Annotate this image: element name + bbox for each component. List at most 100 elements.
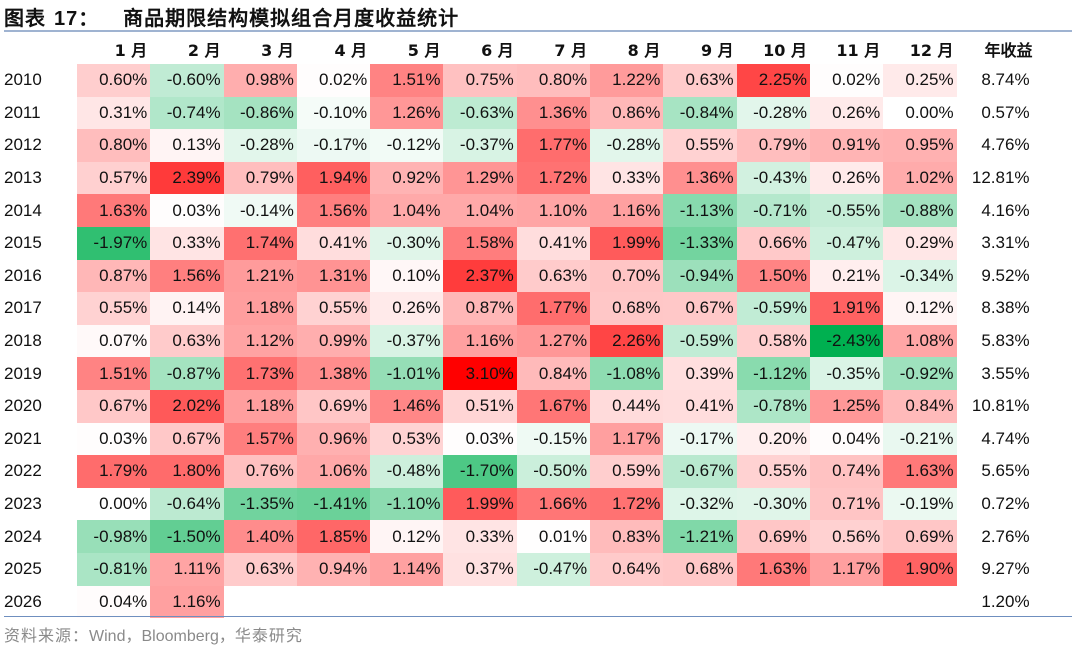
month-return-cell: 1.79% <box>77 455 151 488</box>
month-return-cell: 1.17% <box>809 552 884 586</box>
month-return-cell: 1.17% <box>590 422 664 456</box>
month-return-cell <box>370 586 443 619</box>
month-return-cell: -0.50% <box>516 455 591 488</box>
header-month-9: 9 月 <box>700 41 734 60</box>
month-return-cell: -0.32% <box>663 487 737 521</box>
month-return-cell: 1.57% <box>223 422 297 456</box>
year-label: 2013 <box>4 168 42 188</box>
annual-return-cell: 3.55% <box>981 363 1030 383</box>
month-return-cell: 0.60% <box>77 64 151 97</box>
annual-return-cell: 4.76% <box>981 135 1030 155</box>
month-return-cell: -0.17% <box>296 129 371 162</box>
table-row: 2026 0.04% 1.16% 1.20% <box>0 585 1036 619</box>
month-return-cell: 0.39% <box>663 357 737 390</box>
month-return-cell: 0.83% <box>590 520 664 553</box>
table-row: 2023 0.00% -0.64% -1.35% -1.41% -1.10% 1.99% 1.… <box>0 487 1036 521</box>
month-return-cell: -1.21% <box>663 520 737 553</box>
month-return-cell: -0.71% <box>736 194 810 227</box>
header-row: 1 月 2 月 3 月 4 月 5 月 6 月 7 月 8 月 9 月 10 月 11 月 12 月 年… <box>0 34 1036 64</box>
month-return-cell: 0.14% <box>150 292 224 325</box>
table-row: 2013 0.57% 2.39% 0.79% 1.94% 0.92% 1.29% 1.72% 0… <box>0 161 1036 195</box>
month-return-cell: 0.04% <box>77 585 151 619</box>
year-label: 2020 <box>4 396 42 416</box>
header-corner <box>0 34 77 64</box>
month-return-cell: 0.00% <box>883 96 957 130</box>
month-return-cell: 0.87% <box>443 292 517 325</box>
month-return-cell: -0.47% <box>516 552 591 586</box>
source-label: 资料来源： <box>4 626 90 645</box>
month-return-cell: 0.86% <box>590 96 664 130</box>
annual-return-cell: 0.57% <box>981 102 1030 122</box>
month-return-cell: 1.63% <box>883 455 957 488</box>
month-return-cell: 1.16% <box>443 324 517 358</box>
month-return-cell: -0.15% <box>516 422 591 456</box>
month-return-cell: 0.58% <box>736 324 810 358</box>
month-return-cell: 0.63% <box>663 64 737 97</box>
month-return-cell: -0.59% <box>663 324 737 358</box>
month-return-cell: 0.75% <box>443 64 517 97</box>
table-body: 2010 0.60% -0.60% 0.98% 0.02% 1.51% 0.75% 0.80%… <box>0 64 1036 619</box>
month-return-cell: 0.29% <box>883 226 957 260</box>
annual-return-cell: 3.31% <box>981 233 1030 253</box>
month-return-cell: 0.67% <box>663 292 737 325</box>
month-return-cell: 1.63% <box>77 194 151 227</box>
month-return-cell: 0.70% <box>590 259 664 293</box>
month-return-cell: 1.72% <box>516 161 591 195</box>
header-month-5: 5 月 <box>407 41 441 60</box>
month-return-cell: 0.63% <box>150 324 224 358</box>
month-return-cell: 1.56% <box>296 194 371 227</box>
table-row: 2025 -0.81% 1.11% 0.63% 0.94% 1.14% 0.37% -0.47… <box>0 552 1036 586</box>
month-return-cell: 0.41% <box>663 389 737 423</box>
month-return-cell: 0.21% <box>809 259 884 293</box>
header-month-3: 3 月 <box>261 41 294 60</box>
year-label: 2016 <box>4 265 42 285</box>
month-return-cell: -0.19% <box>883 487 957 521</box>
month-return-cell: -0.17% <box>663 422 737 456</box>
month-return-cell: 0.71% <box>809 487 884 521</box>
month-return-cell: -1.10% <box>370 487 444 521</box>
month-return-cell: 0.94% <box>296 552 371 586</box>
year-label: 2012 <box>4 135 42 155</box>
table-row: 2024 -0.98% -1.50% 1.40% 1.85% 0.12% 0.33% 0.01… <box>0 520 1036 553</box>
month-return-cell: 0.84% <box>883 389 957 423</box>
month-return-cell: 0.20% <box>736 422 810 456</box>
month-return-cell: -0.30% <box>736 487 810 521</box>
header-annual-return: 年收益 <box>984 41 1033 60</box>
month-return-cell: 0.79% <box>223 161 297 195</box>
month-return-cell: 0.44% <box>590 389 664 423</box>
header-month-8: 8 月 <box>627 41 661 60</box>
month-return-cell: 1.27% <box>516 324 591 358</box>
month-return-cell: 1.91% <box>809 292 884 325</box>
month-return-cell: 1.36% <box>663 161 737 195</box>
month-return-cell: 0.74% <box>809 455 884 488</box>
month-return-cell: 1.04% <box>443 194 517 227</box>
month-return-cell <box>810 586 883 619</box>
month-return-cell: 1.04% <box>370 194 444 227</box>
month-return-cell: 0.63% <box>223 552 297 586</box>
month-return-cell: 0.02% <box>809 64 884 97</box>
month-return-cell: 0.31% <box>77 96 151 130</box>
month-return-cell: 1.99% <box>443 487 517 521</box>
month-return-cell: 1.90% <box>883 552 957 586</box>
year-label: 2017 <box>4 298 42 318</box>
month-return-cell: 0.64% <box>590 552 664 586</box>
month-return-cell: 0.56% <box>809 520 884 553</box>
month-return-cell <box>297 586 370 619</box>
month-return-cell: 0.03% <box>443 422 517 456</box>
monthly-returns-heatmap-table: 1 月 2 月 3 月 4 月 5 月 6 月 7 月 8 月 9 月 10 月 11 月 12 月 年… <box>0 34 1036 619</box>
month-return-cell: 0.95% <box>883 129 957 162</box>
month-return-cell: 0.03% <box>77 422 151 456</box>
month-return-cell: 1.72% <box>590 487 664 521</box>
month-return-cell: 1.58% <box>443 226 517 260</box>
month-return-cell: 1.29% <box>443 161 517 195</box>
month-return-cell: 0.00% <box>77 487 151 521</box>
month-return-cell: 0.51% <box>443 389 517 423</box>
annual-return-cell: 4.16% <box>981 200 1030 220</box>
month-return-cell: -0.28% <box>736 96 810 130</box>
month-return-cell: 1.56% <box>150 259 224 293</box>
month-return-cell: -0.21% <box>883 422 957 456</box>
month-return-cell: 1.77% <box>516 129 591 162</box>
month-return-cell: 1.31% <box>296 259 371 293</box>
month-return-cell: -0.67% <box>663 455 737 488</box>
year-label: 2024 <box>4 526 42 546</box>
